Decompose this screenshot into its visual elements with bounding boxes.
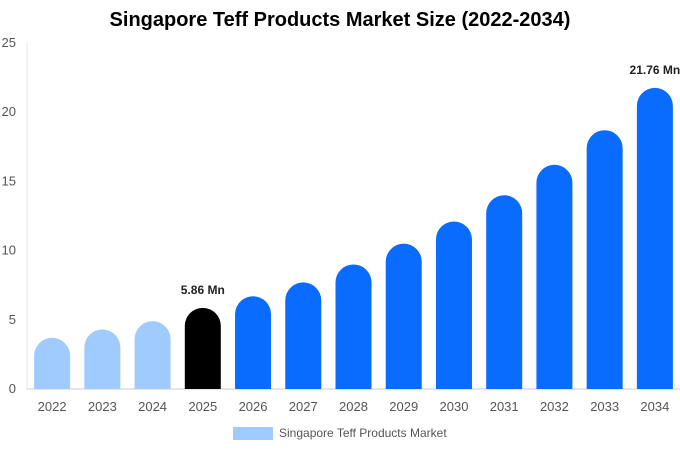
x-tick-label: 2027 — [289, 399, 318, 414]
data-label: 5.86 Mn — [181, 283, 225, 297]
bar-2025 — [184, 307, 221, 389]
bar-2032 — [536, 164, 573, 389]
data-label: 21.76 Mn — [630, 63, 680, 77]
x-tick-label: 2023 — [88, 399, 117, 414]
x-tick-label: 2028 — [339, 399, 368, 414]
x-tick-label: 2024 — [138, 399, 167, 414]
legend-label: Singapore Teff Products Market — [279, 426, 447, 440]
bar-2027 — [285, 282, 322, 389]
x-tick-label: 2031 — [490, 399, 519, 414]
x-tick-label: 2029 — [389, 399, 418, 414]
y-tick-label: 15 — [2, 173, 16, 188]
bar-2030 — [435, 221, 472, 389]
bar-2034 — [636, 87, 673, 389]
legend-swatch — [233, 426, 273, 440]
bar-2023 — [84, 329, 121, 389]
y-tick-label: 5 — [9, 312, 16, 327]
y-tick-label: 25 — [2, 35, 16, 50]
chart-title: Singapore Teff Products Market Size (202… — [109, 9, 571, 31]
legend: Singapore Teff Products Market — [233, 425, 447, 441]
bar-2024 — [134, 321, 171, 389]
y-tick-label: 20 — [2, 104, 16, 119]
x-tick-label: 2032 — [540, 399, 569, 414]
x-tick-label: 2022 — [38, 399, 67, 414]
y-tick-label: 10 — [2, 243, 16, 258]
x-tick-label: 2034 — [640, 399, 669, 414]
y-tick-label: 0 — [9, 381, 16, 396]
bar-2031 — [486, 195, 523, 389]
x-tick-label: 2030 — [440, 399, 469, 414]
x-tick-label: 2025 — [188, 399, 217, 414]
bar-2029 — [385, 243, 422, 389]
bar-2022 — [34, 337, 71, 389]
bar-2033 — [586, 130, 623, 389]
bar-2028 — [335, 264, 372, 389]
x-tick-label: 2033 — [590, 399, 619, 414]
bar-2026 — [235, 296, 272, 389]
x-tick-label: 2026 — [239, 399, 268, 414]
